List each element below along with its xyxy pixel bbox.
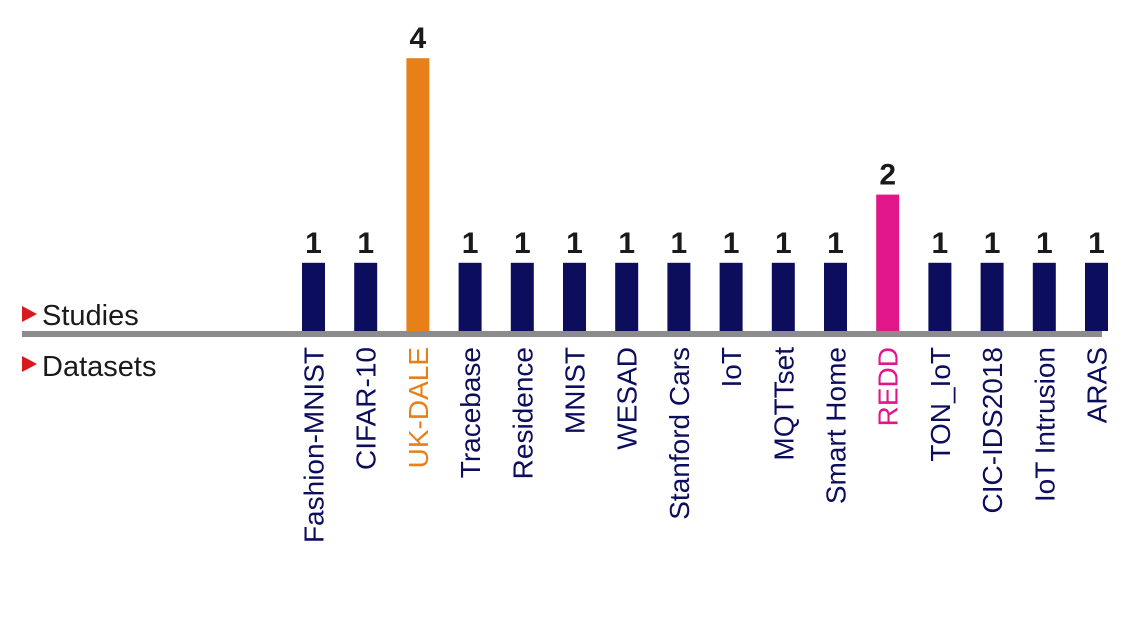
bar-smart-home bbox=[824, 262, 847, 331]
category-label: Residence bbox=[507, 347, 538, 479]
bar-wesad bbox=[615, 262, 639, 331]
value-label: 1 bbox=[984, 227, 1001, 260]
value-label: 1 bbox=[827, 227, 844, 260]
bar-cic-ids2018 bbox=[980, 262, 1004, 331]
datasets-marker-icon bbox=[22, 356, 37, 372]
category-label: IoT bbox=[716, 347, 747, 387]
bar-mqttset bbox=[771, 262, 795, 331]
datasets-label: Datasets bbox=[42, 351, 156, 383]
bar-residence bbox=[510, 262, 534, 331]
legend: Studies Datasets bbox=[22, 300, 156, 383]
category-label: CIC-IDS2018 bbox=[977, 347, 1008, 514]
value-label: 1 bbox=[932, 227, 949, 260]
value-label: 1 bbox=[1036, 227, 1053, 260]
value-label: 1 bbox=[775, 227, 792, 260]
category-label: TON_IoT bbox=[925, 347, 956, 462]
bar-uk-dale bbox=[406, 58, 430, 331]
bar-mnist bbox=[563, 262, 586, 331]
category-label: CIFAR-10 bbox=[351, 347, 382, 470]
value-label: 1 bbox=[357, 227, 374, 260]
category-label: MNIST bbox=[560, 347, 591, 434]
category-labels-group: Fashion-MNIST CIFAR-10 UK-DALE Tracebase Res… bbox=[299, 347, 1113, 543]
axis-baseline bbox=[22, 331, 1102, 337]
value-label: 1 bbox=[566, 227, 583, 260]
studies-marker-icon bbox=[22, 306, 37, 322]
value-label: 1 bbox=[671, 227, 688, 260]
category-label: Tracebase bbox=[455, 347, 486, 478]
value-label: 1 bbox=[462, 227, 479, 260]
category-label: UK-DALE bbox=[403, 347, 434, 468]
category-label: ARAS bbox=[1082, 347, 1113, 423]
bar-aras bbox=[1085, 262, 1108, 331]
bar-iot-intrusion bbox=[1032, 262, 1056, 331]
value-label: 1 bbox=[1088, 227, 1105, 260]
value-label: 4 bbox=[410, 22, 427, 55]
bar-ton-iot bbox=[928, 262, 952, 331]
bars-group bbox=[302, 58, 1108, 331]
bar-cifar-10 bbox=[354, 262, 378, 331]
value-label: 1 bbox=[618, 227, 635, 260]
value-label: 1 bbox=[723, 227, 740, 260]
bar-fashion-mnist bbox=[302, 262, 325, 331]
value-label: 2 bbox=[879, 159, 896, 192]
bar-redd bbox=[876, 194, 900, 331]
category-label: REDD bbox=[873, 347, 904, 426]
category-label: MQTTset bbox=[768, 347, 799, 461]
bar-iot bbox=[719, 262, 743, 331]
category-label: WESAD bbox=[612, 347, 643, 450]
category-label: Smart Home bbox=[821, 347, 852, 504]
value-label: 1 bbox=[514, 227, 531, 260]
studies-label: Studies bbox=[42, 300, 139, 332]
value-labels-group: 1 1 4 1 1 1 1 1 1 1 1 2 1 1 1 1 bbox=[305, 22, 1105, 260]
bar-tracebase bbox=[458, 262, 482, 331]
value-label: 1 bbox=[305, 227, 322, 260]
category-label: IoT Intrusion bbox=[1029, 347, 1060, 502]
bar-stanford-cars bbox=[667, 262, 691, 331]
category-label: Stanford Cars bbox=[664, 347, 695, 520]
category-label: Fashion-MNIST bbox=[299, 347, 330, 543]
